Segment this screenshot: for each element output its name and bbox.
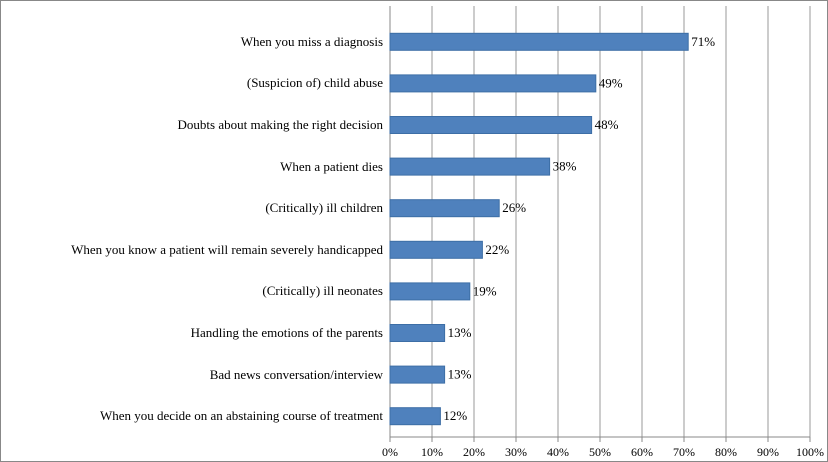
data-label: 13% bbox=[448, 367, 472, 382]
bar bbox=[389, 74, 597, 93]
bar bbox=[389, 324, 446, 342]
data-label: 19% bbox=[473, 283, 497, 298]
data-label: 22% bbox=[485, 242, 509, 257]
bar bbox=[389, 32, 689, 51]
x-tick-label: 20% bbox=[463, 445, 485, 459]
bar bbox=[389, 199, 500, 218]
y-tick-label: Doubts about making the right decision bbox=[177, 117, 383, 132]
bar bbox=[389, 157, 551, 176]
y-tick-label: Handling the emotions of the parents bbox=[190, 325, 383, 340]
y-tick-label: When you know a patient will remain seve… bbox=[71, 241, 383, 257]
x-tick-label: 50% bbox=[589, 445, 611, 459]
x-tick-label: 40% bbox=[547, 445, 569, 459]
bar bbox=[389, 407, 441, 426]
data-label: 48% bbox=[595, 117, 619, 132]
data-label: 38% bbox=[553, 159, 577, 174]
y-tick-label: When you miss a diagnosis bbox=[240, 33, 383, 49]
data-label: 49% bbox=[599, 75, 623, 90]
x-tick-label: 80% bbox=[715, 445, 737, 459]
data-label: 26% bbox=[502, 200, 526, 215]
x-tick-label: 0% bbox=[382, 445, 398, 459]
data-label: 13% bbox=[448, 325, 472, 340]
data-label: 12% bbox=[443, 408, 467, 423]
bar bbox=[389, 365, 446, 384]
x-tick-label: 70% bbox=[673, 445, 695, 459]
bar bbox=[389, 116, 593, 134]
x-tick-label: 90% bbox=[757, 445, 779, 459]
y-tick-label: (Critically) ill neonates bbox=[262, 283, 383, 299]
y-tick-label: (Critically) ill children bbox=[265, 200, 383, 216]
bar bbox=[389, 240, 483, 259]
x-tick-label: 60% bbox=[631, 445, 653, 459]
bar bbox=[389, 282, 471, 301]
y-tick-label: (Suspicion of) child abuse bbox=[246, 75, 383, 91]
y-tick-label: When a patient dies bbox=[280, 158, 383, 174]
data-label: 71% bbox=[691, 34, 715, 49]
y-tick-label: Bad news conversation/interview bbox=[209, 366, 383, 382]
y-tick-label: When you decide on an abstaining course … bbox=[99, 408, 383, 424]
x-tick-label: 100% bbox=[796, 445, 824, 459]
x-tick-label: 30% bbox=[505, 445, 527, 459]
x-tick-label: 10% bbox=[421, 445, 443, 459]
